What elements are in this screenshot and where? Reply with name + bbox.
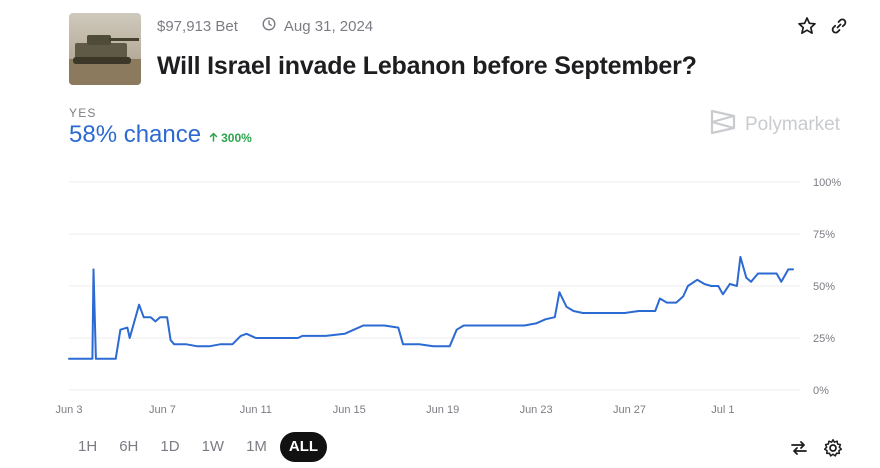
- y-tick-label: 0%: [813, 385, 829, 397]
- x-tick-label: Jul 1: [711, 404, 734, 416]
- brand: Polymarket: [709, 107, 840, 143]
- link-icon[interactable]: [828, 15, 850, 37]
- series-line: [68, 255, 794, 360]
- top-actions: [796, 15, 850, 37]
- y-tick-label: 25%: [813, 333, 835, 345]
- time-range-selector: 1H 6H 1D 1W 1M ALL: [69, 432, 328, 462]
- x-tick-label: Jun 23: [520, 404, 553, 416]
- x-tick-label: Jun 11: [240, 404, 272, 416]
- star-icon[interactable]: [796, 15, 818, 37]
- y-tick-label: 75%: [813, 229, 835, 241]
- range-1w[interactable]: 1W: [201, 438, 225, 455]
- range-6h[interactable]: 6H: [119, 438, 139, 455]
- x-tick-label: Jun 19: [426, 404, 459, 416]
- x-tick-label: Jun 27: [613, 404, 646, 416]
- x-tick-label: Jun 3: [56, 404, 83, 416]
- brand-name: Polymarket: [744, 114, 840, 135]
- range-1m[interactable]: 1M: [246, 438, 267, 455]
- clock-icon: [262, 17, 276, 35]
- change-text: 300%: [221, 131, 252, 145]
- polymarket-logo-icon: [709, 107, 737, 143]
- price-chart: 100% 75% 50% 25% 0% Jun 3 Jun 7 Jun 11 Jun 15 Jun…: [0, 160, 880, 430]
- range-all[interactable]: ALL: [279, 432, 328, 462]
- arrow-up-icon: [209, 131, 218, 145]
- range-1h[interactable]: 1H: [78, 438, 98, 455]
- volume-text: $97,913 Bet: [157, 17, 238, 35]
- market-title: Will Israel invade Lebanon before Septem…: [157, 52, 697, 80]
- outcome-label: YES: [69, 106, 97, 120]
- market-meta: $97,913 Bet Aug 31, 2024: [157, 16, 373, 36]
- chance-text: 58% chance: [69, 121, 202, 148]
- end-date-text: Aug 31, 2024: [283, 17, 374, 35]
- y-tick-label: 100%: [813, 177, 841, 189]
- swap-icon[interactable]: [788, 437, 810, 459]
- market-thumbnail: [69, 13, 141, 85]
- x-tick-label: Jun 7: [149, 404, 176, 416]
- chance-display: 58% chance 300%: [69, 121, 252, 149]
- y-tick-label: 50%: [813, 281, 835, 293]
- gear-icon[interactable]: [822, 437, 844, 459]
- change-badge: 300%: [209, 131, 252, 145]
- range-1d[interactable]: 1D: [160, 438, 180, 455]
- x-tick-label: Jun 15: [333, 404, 366, 416]
- chart-controls: [788, 437, 844, 459]
- chart-svg: 100% 75% 50% 25% 0% Jun 3 Jun 7 Jun 11 Jun 15 Jun…: [56, 177, 842, 416]
